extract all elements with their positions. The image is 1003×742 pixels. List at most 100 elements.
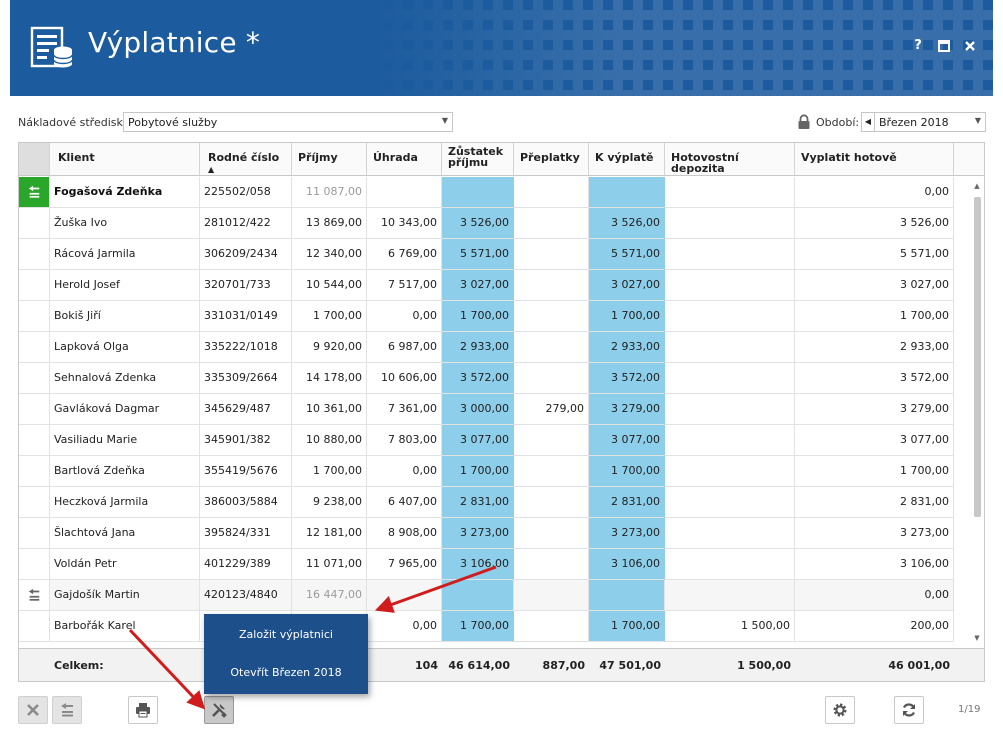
cell-preplatky[interactable] xyxy=(514,425,589,456)
cell-preplatky[interactable] xyxy=(514,518,589,549)
column-header-vyplatit-hotove[interactable]: Vyplatit hotově xyxy=(795,143,954,176)
cell-zustatek[interactable]: 3 273,00 xyxy=(442,518,514,549)
cell-preplatky[interactable] xyxy=(514,456,589,487)
menu-item-create-payroll[interactable]: Založit výplatnici xyxy=(239,628,333,641)
cell-uhrada[interactable]: 0,00 xyxy=(367,301,442,332)
cell-preplatky[interactable] xyxy=(514,301,589,332)
cell-rc[interactable]: 335222/1018 xyxy=(200,332,292,363)
column-header-rodne-cislo[interactable]: Rodné číslo ▲ xyxy=(200,143,292,176)
cell-hotove[interactable]: 2 831,00 xyxy=(795,487,954,518)
cell-prijmy[interactable]: 9 920,00 xyxy=(292,332,367,363)
cell-depozita[interactable] xyxy=(665,332,795,363)
cell-uhrada[interactable]: 6 987,00 xyxy=(367,332,442,363)
row-indicator[interactable] xyxy=(19,270,50,301)
cell-prijmy[interactable]: 10 361,00 xyxy=(292,394,367,425)
cell-kvyplate[interactable]: 3 279,00 xyxy=(589,394,665,425)
column-header-zustatek[interactable]: Zůstatek příjmu xyxy=(442,143,514,176)
cell-zustatek[interactable]: 1 700,00 xyxy=(442,301,514,332)
menu-item-open-period[interactable]: Otevřít Březen 2018 xyxy=(230,666,342,679)
cell-klient[interactable]: Bokiš Jiří xyxy=(50,301,200,332)
cell-preplatky[interactable] xyxy=(514,549,589,580)
row-indicator[interactable] xyxy=(19,549,50,580)
column-header-uhrada[interactable]: Úhrada xyxy=(367,143,442,176)
cell-uhrada[interactable]: 0,00 xyxy=(367,456,442,487)
cell-preplatky[interactable] xyxy=(514,239,589,270)
cell-uhrada[interactable]: 8 908,00 xyxy=(367,518,442,549)
cell-uhrada[interactable] xyxy=(367,177,442,208)
cell-zustatek[interactable]: 1 700,00 xyxy=(442,456,514,487)
cell-hotove[interactable]: 3 077,00 xyxy=(795,425,954,456)
cell-prijmy[interactable]: 16 447,00 xyxy=(292,580,367,611)
cell-prijmy[interactable]: 9 238,00 xyxy=(292,487,367,518)
delete-button[interactable] xyxy=(18,696,48,724)
cell-klient[interactable]: Žuška Ivo xyxy=(50,208,200,239)
cell-depozita[interactable] xyxy=(665,363,795,394)
cell-klient[interactable]: Rácová Jarmila xyxy=(50,239,200,270)
cell-preplatky[interactable] xyxy=(514,332,589,363)
cell-prijmy[interactable]: 10 880,00 xyxy=(292,425,367,456)
cell-kvyplate[interactable] xyxy=(589,580,665,611)
cell-preplatky[interactable] xyxy=(514,363,589,394)
cell-klient[interactable]: Gavláková Dagmar xyxy=(50,394,200,425)
cell-hotove[interactable]: 0,00 xyxy=(795,177,954,208)
cell-preplatky[interactable] xyxy=(514,487,589,518)
column-header-preplatky[interactable]: Přeplatky xyxy=(514,143,589,176)
cell-preplatky[interactable] xyxy=(514,611,589,642)
cell-zustatek[interactable]: 3 027,00 xyxy=(442,270,514,301)
cell-klient[interactable]: Sehnalová Zdenka xyxy=(50,363,200,394)
cell-zustatek[interactable]: 3 000,00 xyxy=(442,394,514,425)
cell-klient[interactable]: Heczková Jarmila xyxy=(50,487,200,518)
cell-klient[interactable]: Lapková Olga xyxy=(50,332,200,363)
row-indicator[interactable] xyxy=(19,611,50,642)
cell-prijmy[interactable]: 12 181,00 xyxy=(292,518,367,549)
cell-kvyplate[interactable]: 3 273,00 xyxy=(589,518,665,549)
row-indicator[interactable] xyxy=(19,177,50,208)
cell-kvyplate[interactable]: 2 933,00 xyxy=(589,332,665,363)
cell-prijmy[interactable]: 13 869,00 xyxy=(292,208,367,239)
cell-klient[interactable]: Vasiliadu Marie xyxy=(50,425,200,456)
cell-preplatky[interactable] xyxy=(514,208,589,239)
cell-klient[interactable]: Šlachtová Jana xyxy=(50,518,200,549)
cell-klient[interactable]: Bartlová Zdeňka xyxy=(50,456,200,487)
cell-preplatky[interactable]: 279,00 xyxy=(514,394,589,425)
help-button[interactable]: ? xyxy=(914,38,922,53)
cell-prijmy[interactable]: 14 178,00 xyxy=(292,363,367,394)
column-header-klient[interactable]: Klient xyxy=(50,143,200,176)
cell-kvyplate[interactable]: 1 700,00 xyxy=(589,456,665,487)
close-button[interactable] xyxy=(963,38,977,54)
cell-uhrada[interactable]: 7 803,00 xyxy=(367,425,442,456)
cell-hotove[interactable]: 3 106,00 xyxy=(795,549,954,580)
cell-rc[interactable]: 395824/331 xyxy=(200,518,292,549)
cell-klient[interactable]: Fogašová Zdeňka xyxy=(50,177,200,208)
cell-uhrada[interactable] xyxy=(367,580,442,611)
cell-klient[interactable]: Herold Josef xyxy=(50,270,200,301)
cell-hotove[interactable]: 1 700,00 xyxy=(795,456,954,487)
cell-rc[interactable]: 420123/4840 xyxy=(200,580,292,611)
cell-klient[interactable]: Barbořák Karel xyxy=(50,611,200,642)
scroll-down-icon[interactable]: ▼ xyxy=(974,634,980,642)
cell-zustatek[interactable] xyxy=(442,580,514,611)
row-indicator[interactable] xyxy=(19,518,50,549)
period-select[interactable]: Březen 2018 ▼ xyxy=(874,112,986,132)
cell-uhrada[interactable]: 6 769,00 xyxy=(367,239,442,270)
cell-uhrada[interactable]: 7 517,00 xyxy=(367,270,442,301)
cell-depozita[interactable] xyxy=(665,208,795,239)
cell-zustatek[interactable]: 3 526,00 xyxy=(442,208,514,239)
column-header-k-vyplate[interactable]: K výplatě xyxy=(589,143,665,176)
row-indicator[interactable] xyxy=(19,301,50,332)
cell-rc[interactable]: 225502/058 xyxy=(200,177,292,208)
cell-uhrada[interactable]: 0,00 xyxy=(367,611,442,642)
cell-kvyplate[interactable]: 3 572,00 xyxy=(589,363,665,394)
cell-klient[interactable]: Voldán Petr xyxy=(50,549,200,580)
row-indicator[interactable] xyxy=(19,580,50,611)
cell-depozita[interactable] xyxy=(665,580,795,611)
cell-rc[interactable]: 320701/733 xyxy=(200,270,292,301)
cell-depozita[interactable] xyxy=(665,177,795,208)
cell-kvyplate[interactable] xyxy=(589,177,665,208)
scrollbar-thumb[interactable] xyxy=(974,197,981,517)
refresh-button[interactable] xyxy=(894,696,924,724)
cell-hotove[interactable]: 200,00 xyxy=(795,611,954,642)
cell-hotove[interactable]: 2 933,00 xyxy=(795,332,954,363)
cell-depozita[interactable] xyxy=(665,549,795,580)
cell-kvyplate[interactable]: 3 027,00 xyxy=(589,270,665,301)
